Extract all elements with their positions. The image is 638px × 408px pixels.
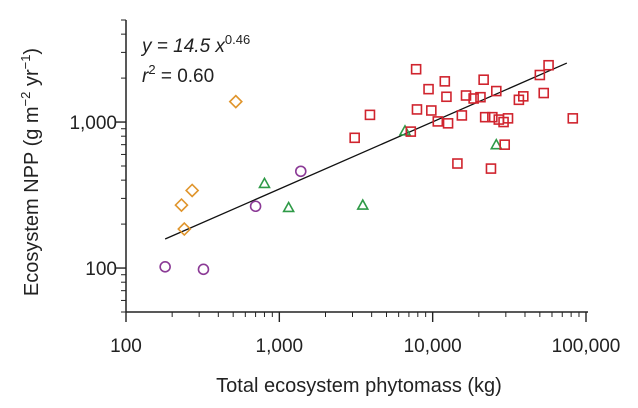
fit-line-group bbox=[164, 62, 568, 240]
circle-marker bbox=[197, 263, 210, 276]
square-marker bbox=[475, 91, 486, 103]
square-marker bbox=[485, 163, 497, 174]
square-marker bbox=[405, 126, 417, 137]
square-marker bbox=[456, 110, 468, 121]
square-marker bbox=[432, 116, 444, 127]
square-marker bbox=[460, 90, 472, 101]
y-axis-label-exp1: −2 bbox=[18, 92, 33, 107]
fit-equation-text: y = 14.5 x bbox=[140, 36, 226, 57]
square-marker bbox=[538, 87, 550, 99]
y-tick-label: 1,000 bbox=[69, 113, 117, 134]
axes bbox=[125, 20, 588, 313]
diamond-marker bbox=[177, 221, 192, 237]
fit-line bbox=[164, 62, 568, 240]
square-marker bbox=[349, 132, 360, 144]
x-tick-labels: 100 1,000 10,000 100,000 bbox=[110, 336, 620, 357]
r-squared-exp: 2 bbox=[148, 62, 155, 77]
r-squared-symbol: r bbox=[142, 66, 149, 87]
square-marker bbox=[410, 63, 422, 75]
triangle-marker bbox=[258, 176, 271, 189]
x-tick-label: 100 bbox=[110, 336, 142, 357]
fit-equation: y = 14.5 x0.46 bbox=[140, 32, 250, 57]
y-tick-labels: 100 1,000 bbox=[69, 113, 117, 280]
square-marker bbox=[479, 111, 491, 123]
square-marker bbox=[364, 109, 376, 121]
y-tick-label: 100 bbox=[85, 259, 117, 280]
x-tick-label: 10,000 bbox=[404, 336, 462, 357]
r-squared-value: = 0.60 bbox=[156, 66, 215, 87]
square-marker bbox=[478, 74, 489, 86]
square-marker bbox=[452, 158, 463, 169]
square-marker bbox=[534, 69, 546, 81]
square-marker bbox=[487, 111, 498, 123]
y-axis-label-end: ) bbox=[21, 48, 43, 55]
square-marker bbox=[490, 85, 502, 97]
y-axis-label-mid: yr bbox=[21, 69, 43, 92]
y-axis-label-exp2: −1 bbox=[18, 55, 33, 70]
triangle-marker bbox=[282, 200, 295, 213]
circle-marker bbox=[249, 200, 262, 213]
square-marker bbox=[499, 139, 511, 150]
data-points bbox=[159, 59, 579, 276]
triangle-marker bbox=[356, 198, 370, 210]
diamond-marker bbox=[185, 183, 200, 198]
circle-marker bbox=[159, 260, 171, 273]
square-marker bbox=[567, 113, 579, 124]
triangle-marker bbox=[398, 124, 412, 136]
square-marker bbox=[543, 59, 554, 71]
circle-marker bbox=[294, 165, 307, 178]
diamond-marker bbox=[228, 94, 243, 109]
minor-ticks bbox=[121, 19, 580, 317]
square-marker bbox=[439, 76, 451, 87]
y-axis-label-main: Ecosystem NPP (g m bbox=[21, 106, 43, 296]
square-marker bbox=[502, 113, 514, 124]
x-tick-label: 100,000 bbox=[552, 336, 621, 357]
triangle-marker bbox=[489, 138, 503, 150]
square-marker bbox=[468, 93, 479, 104]
square-marker bbox=[423, 83, 434, 95]
square-marker bbox=[517, 91, 529, 102]
square-marker bbox=[441, 91, 452, 103]
major-ticks bbox=[116, 121, 587, 322]
x-tick-label: 1,000 bbox=[256, 336, 304, 357]
y-axis-label: Ecosystem NPP (g m−2 yr−1) bbox=[18, 48, 43, 296]
square-marker bbox=[426, 105, 437, 116]
diamond-marker bbox=[174, 197, 189, 213]
r-squared: r2 = 0.60 bbox=[142, 62, 214, 87]
square-marker bbox=[442, 118, 454, 129]
square-marker bbox=[411, 104, 423, 115]
x-axis-label: Total ecosystem phytomass (kg) bbox=[216, 375, 502, 397]
fit-equation-exponent: 0.46 bbox=[225, 32, 250, 47]
